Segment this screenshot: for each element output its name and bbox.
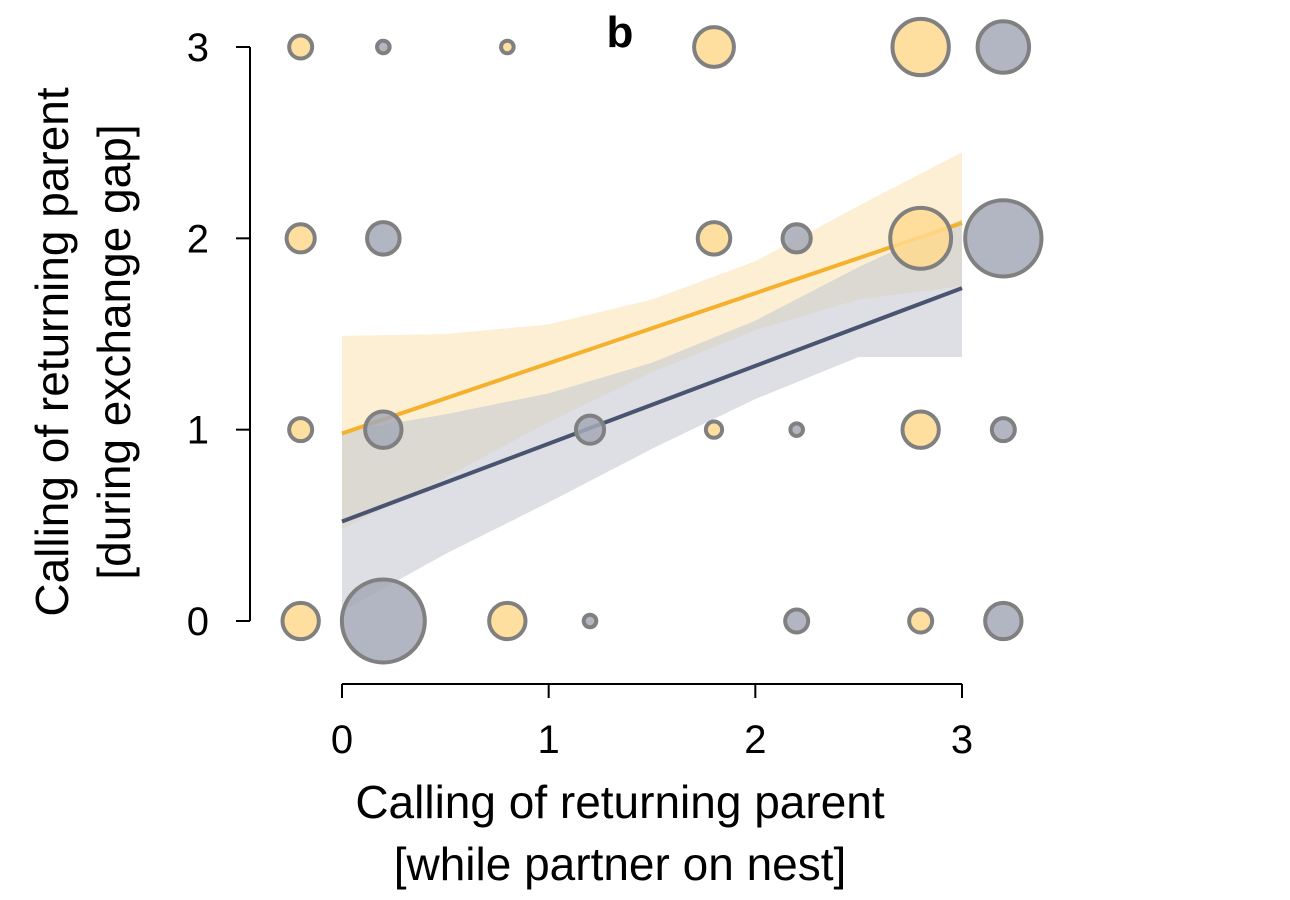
data-points — [280, 16, 1044, 665]
orange-data-point — [692, 25, 736, 69]
x-tick-label: 2 — [744, 718, 766, 762]
orange-data-point — [888, 205, 954, 271]
grey-data-point — [788, 421, 805, 438]
confidence-bands — [342, 152, 962, 612]
y-tick-label: 3 — [187, 26, 209, 70]
grey-data-point — [365, 220, 402, 257]
grey-data-point — [581, 612, 599, 630]
x-tick-label: 0 — [331, 718, 353, 762]
y-tick-label: 1 — [187, 409, 209, 453]
orange-data-point — [287, 33, 315, 61]
x-axis: 0 1 2 3 — [331, 683, 973, 762]
regression-lines — [341, 221, 963, 524]
grey-data-point — [363, 409, 404, 450]
orange-data-point — [284, 222, 317, 255]
grey-fit-line — [341, 286, 963, 524]
panel-label: b — [607, 8, 634, 57]
grey-data-point — [983, 600, 1024, 642]
orange-data-point — [287, 416, 315, 444]
y-tick-label: 2 — [187, 217, 209, 261]
grey-data-point — [783, 607, 811, 635]
y-axis: 0 1 2 3 — [187, 26, 251, 644]
x-tick-label: 1 — [538, 718, 560, 762]
orange-data-point — [703, 419, 725, 440]
grey-confidence-band — [342, 219, 962, 612]
orange-data-point — [487, 600, 528, 642]
grey-data-point — [339, 577, 427, 665]
orange-data-point — [907, 607, 935, 635]
grey-data-point — [375, 38, 392, 56]
orange-fit-line — [341, 221, 963, 436]
x-tick-label: 3 — [951, 718, 973, 762]
grey-data-point — [975, 19, 1032, 75]
y-tick-label: 0 — [187, 600, 209, 644]
orange-data-point — [890, 16, 951, 78]
orange-data-point — [900, 409, 941, 450]
orange-data-point — [695, 220, 733, 257]
x-axis-title-line-1: Calling of returning parent — [355, 776, 885, 828]
x-axis-title-line-2: [while partner on nest] — [394, 838, 847, 890]
grey-data-point — [780, 222, 813, 255]
y-axis-title-line-2: [during exchange gap] — [88, 124, 140, 579]
orange-data-point — [280, 600, 321, 642]
orange-data-point — [499, 38, 516, 56]
grey-data-point — [963, 198, 1044, 279]
grey-data-point — [989, 416, 1017, 444]
y-axis-title-line-1: Calling of returning parent — [26, 87, 78, 617]
grey-data-point — [573, 413, 607, 446]
